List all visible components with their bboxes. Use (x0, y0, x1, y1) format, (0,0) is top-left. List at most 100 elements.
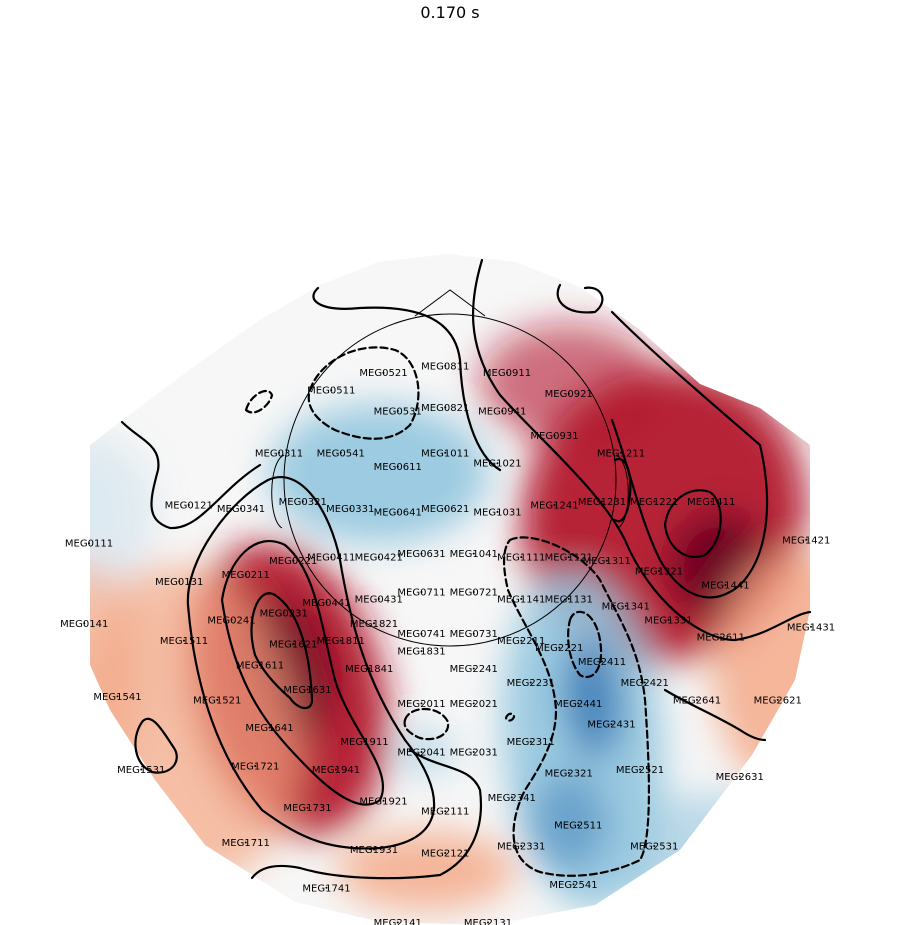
sensor-dot-meg1711 (244, 841, 247, 844)
sensor-label-meg2211: MEG2211 (497, 636, 545, 647)
sensor-dot-meg1921 (382, 799, 385, 802)
sensor-dot-meg2221 (558, 646, 561, 649)
sensor-dot-meg0731 (472, 632, 475, 635)
sensor-dot-meg1521 (216, 698, 219, 701)
sensor-label-meg0141: MEG0141 (60, 619, 108, 630)
sensor-label-meg1611: MEG1611 (236, 661, 284, 672)
contour-center-right-bump (613, 457, 632, 523)
contour-neg-tiny (504, 712, 516, 722)
sensor-dot-meg2141 (396, 921, 399, 924)
sensor-label-meg1621: MEG1621 (269, 640, 317, 651)
sensor-label-meg0341: MEG0341 (217, 504, 265, 515)
sensor-dot-meg1311 (605, 559, 608, 562)
sensor-label-meg0431: MEG0431 (355, 594, 403, 605)
contour-left-ear (134, 718, 178, 774)
sensor-dot-meg1241 (553, 503, 556, 506)
sensor-dot-meg1631 (306, 688, 309, 691)
contour-right-mid (610, 310, 769, 599)
sensor-dot-meg1131 (567, 597, 570, 600)
sensor-label-meg1121: MEG1121 (545, 553, 593, 564)
sensor-dot-meg2431 (610, 723, 613, 726)
contour-right-inner (663, 489, 722, 559)
head-circle (283, 313, 617, 647)
sensor-label-meg1941: MEG1941 (312, 765, 360, 776)
sensor-label-meg1741: MEG1741 (302, 883, 350, 894)
sensor-dot-meg2021 (472, 702, 475, 705)
sensor-label-meg2141: MEG2141 (374, 918, 422, 925)
sensor-label-meg1831: MEG1831 (397, 647, 445, 658)
sensor-dot-meg2241 (472, 667, 475, 670)
sensor-dot-meg1931 (373, 848, 375, 851)
sensor-dot-meg1141 (520, 597, 523, 600)
sensor-label-meg2621: MEG2621 (754, 695, 802, 706)
sensor-label-meg0421: MEG0421 (355, 553, 403, 564)
field-blob-10 (528, 771, 609, 872)
sensor-label-meg1331: MEG1331 (644, 615, 692, 626)
sensor-label-meg1111: MEG1111 (497, 553, 545, 564)
sensor-label-meg1311: MEG1311 (583, 556, 631, 567)
sensor-dot-meg0131 (178, 580, 181, 583)
sensor-label-meg2231: MEG2231 (507, 678, 555, 689)
sensor-dot-meg1321 (658, 570, 660, 573)
sensor-dot-meg2041 (420, 751, 423, 754)
contour-neg-frontal (307, 346, 420, 440)
chart-title: 0.170 s (420, 3, 479, 22)
sensor-label-meg1631: MEG1631 (283, 685, 331, 696)
sensor-label-meg0541: MEG0541 (317, 448, 365, 459)
contour-right-lower (663, 688, 767, 742)
sensor-dot-meg1211 (620, 451, 622, 454)
sensor-dot-meg0231 (282, 611, 285, 614)
sensor-dot-meg0411 (330, 556, 333, 559)
sensor-label-meg0811: MEG0811 (421, 361, 469, 372)
sensor-dot-meg2031 (472, 751, 475, 754)
sensor-dot-meg0421 (377, 556, 380, 559)
sensor-dot-meg2541 (572, 883, 575, 886)
sensor-dot-meg1841 (368, 667, 371, 670)
sensor-label-meg1811: MEG1811 (317, 636, 365, 647)
sensor-label-meg2031: MEG2031 (450, 748, 498, 759)
field-blob-15 (90, 562, 140, 782)
sensor-label-meg2541: MEG2541 (549, 880, 597, 891)
sensor-dot-meg2211 (520, 639, 523, 642)
sensor-label-meg0221: MEG0221 (269, 556, 317, 567)
sensor-dot-meg1721 (254, 764, 257, 767)
sensor-dot-meg0511 (330, 389, 333, 392)
contour-neg-center (403, 707, 450, 741)
sensor-label-meg2441: MEG2441 (554, 699, 602, 710)
sensor-dot-meg2531 (653, 845, 656, 847)
sensor-label-meg2131: MEG2131 (464, 918, 512, 925)
sensor-dot-meg0521 (382, 371, 385, 374)
contour-right-outer (472, 258, 812, 642)
field-blob-5 (478, 323, 659, 444)
sensor-dot-meg0611 (396, 465, 399, 468)
sensor-dot-meg2511 (577, 824, 580, 827)
sensor-label-meg0521: MEG0521 (359, 368, 407, 379)
sensor-dot-meg0221 (292, 559, 295, 562)
sensor-label-meg2311: MEG2311 (507, 737, 555, 748)
field-blob-13 (396, 730, 457, 775)
sensor-label-meg2521: MEG2521 (616, 765, 664, 776)
sensor-dot-meg1641 (268, 726, 271, 729)
sensor-dot-meg1041 (472, 552, 475, 555)
sensor-label-meg2331: MEG2331 (497, 842, 545, 853)
sensor-dot-meg0311 (278, 451, 280, 454)
sensor-label-meg2121: MEG2121 (421, 848, 469, 859)
sensor-label-meg2041: MEG2041 (397, 748, 445, 759)
sensor-label-meg0441: MEG0441 (302, 598, 350, 609)
sensor-label-meg0111: MEG0111 (65, 539, 113, 550)
sensor-label-meg1031: MEG1031 (473, 507, 521, 518)
sensor-dot-meg0811 (444, 364, 447, 367)
sensor-label-meg0241: MEG0241 (207, 615, 255, 626)
sensor-dot-meg1911 (363, 740, 366, 743)
sensor-dot-meg0621 (444, 507, 447, 510)
sensor-label-meg2221: MEG2221 (535, 643, 583, 654)
sensor-label-meg2241: MEG2241 (450, 664, 498, 675)
sensor-dot-meg2131 (487, 921, 489, 924)
sensor-dot-meg2521 (639, 768, 641, 771)
sensor-dot-meg2621 (776, 698, 779, 701)
sensor-label-meg0511: MEG0511 (307, 386, 355, 397)
sensor-label-meg2631: MEG2631 (716, 772, 764, 783)
sensor-dot-meg0631 (420, 552, 423, 555)
sensor-dot-meg0911 (506, 371, 508, 374)
sensor-label-meg2431: MEG2431 (587, 720, 635, 731)
